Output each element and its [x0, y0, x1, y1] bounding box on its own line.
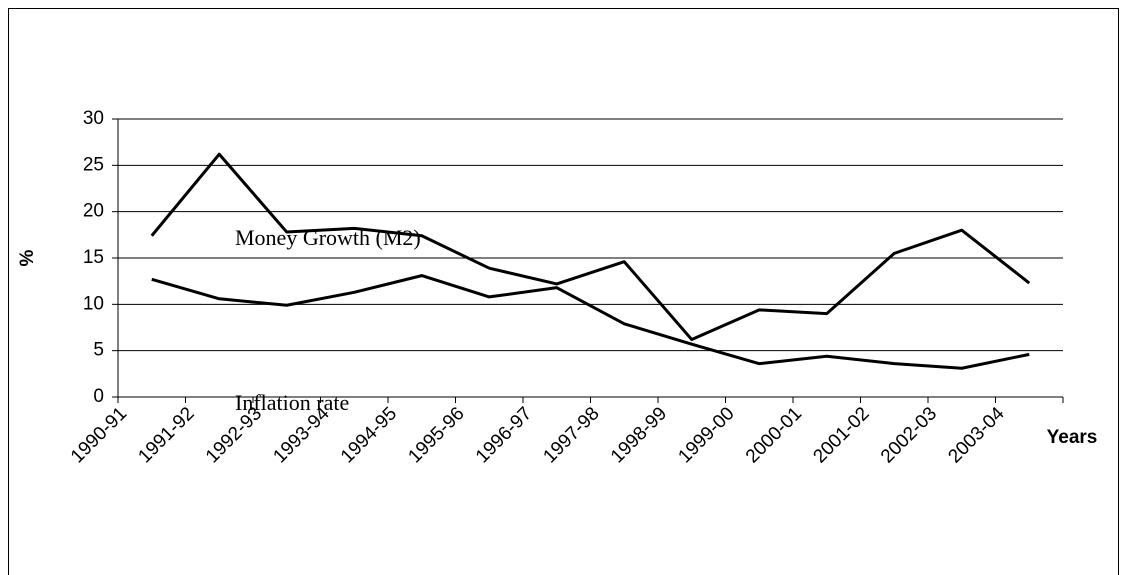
series-annotation: Inflation rate: [235, 390, 349, 415]
x-tick-label: 1996-97: [472, 403, 536, 467]
x-tick-label: 1990-91: [67, 403, 131, 467]
series-annotation: Money Growth (M2): [235, 225, 421, 250]
y-tick-label: 20: [83, 201, 104, 222]
y-tick-label: 0: [93, 386, 104, 407]
x-tick-label: 1997-98: [539, 403, 603, 467]
y-tick-label: 15: [83, 247, 104, 268]
series-line: [151, 274, 1030, 370]
y-tick-label: 25: [83, 154, 104, 175]
x-tick-label: 1995-96: [404, 403, 468, 467]
x-tick-label: 2001-02: [809, 403, 873, 467]
x-axis-label: Years: [1047, 427, 1098, 448]
y-axis-label: %: [17, 249, 38, 266]
x-tick-label: 2000-01: [742, 403, 806, 467]
series-line: [150, 152, 1031, 342]
x-tick-label: 2002-03: [877, 403, 941, 467]
y-tick-label: 5: [93, 340, 104, 361]
x-tick-label: 2003-04: [944, 403, 1008, 467]
frame: [8, 8, 1119, 575]
x-tick-label: 1998-99: [607, 403, 671, 467]
y-tick-label: 30: [83, 108, 104, 129]
x-tick-label: 1991-92: [134, 403, 198, 467]
x-tick-label: 1999-00: [674, 403, 738, 467]
y-tick-label: 10: [83, 293, 104, 314]
